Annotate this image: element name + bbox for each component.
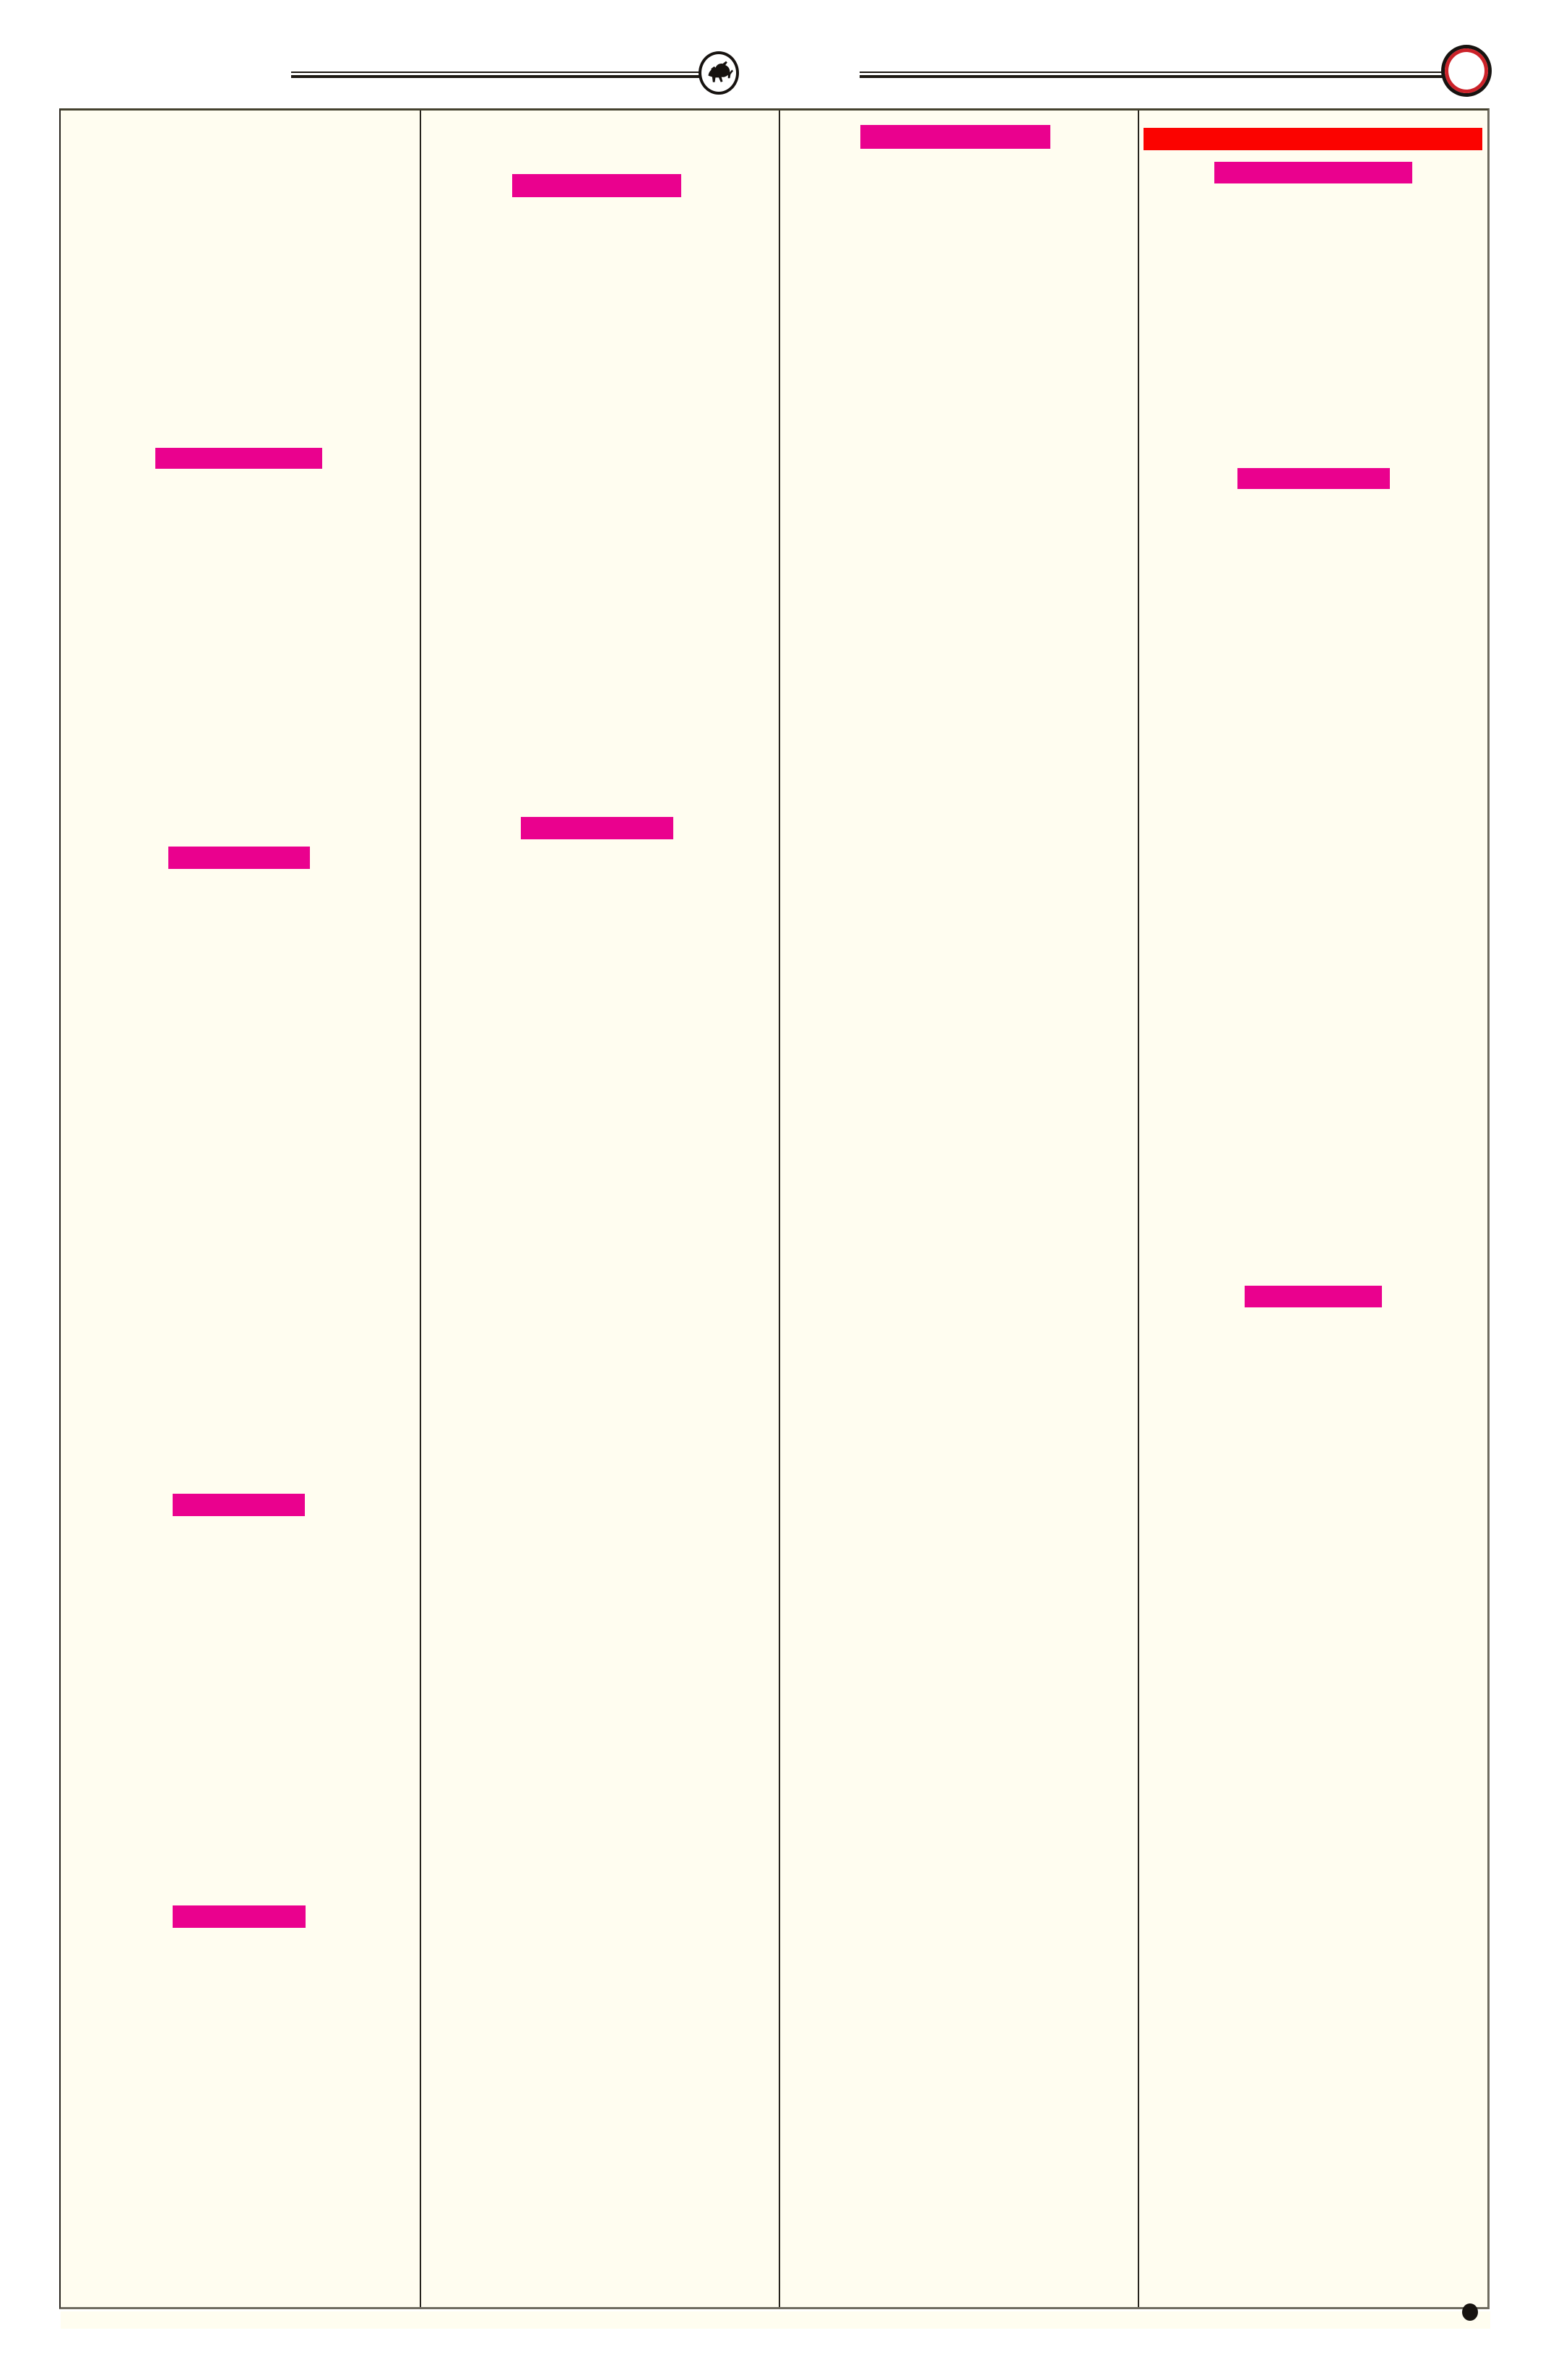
bull-icon	[699, 51, 739, 95]
highlight-bar	[1245, 1286, 1382, 1307]
highlight-bar	[1144, 128, 1482, 150]
highlight-bar	[173, 1905, 306, 1928]
ring-icon	[1441, 45, 1492, 97]
highlight-bar	[155, 448, 322, 469]
highlight-bar	[512, 174, 681, 197]
page-edge-strip	[61, 2311, 1490, 2329]
highlight-bar	[521, 817, 673, 839]
highlight-bar	[173, 1494, 305, 1516]
ring-inner	[1445, 48, 1488, 93]
highlight-bar	[1237, 468, 1390, 489]
highlight-bar	[1214, 162, 1412, 183]
content-grid	[59, 108, 1490, 2309]
highlight-bar	[860, 125, 1050, 149]
column-divider-1	[420, 111, 421, 2307]
column-divider-3	[1138, 111, 1139, 2307]
bull-glyph	[708, 61, 733, 82]
column-divider-2	[779, 111, 780, 2307]
highlight-bar	[168, 847, 310, 869]
header-rule-left	[291, 72, 708, 78]
header-rule-right	[860, 72, 1455, 78]
corner-dot	[1462, 2303, 1478, 2321]
